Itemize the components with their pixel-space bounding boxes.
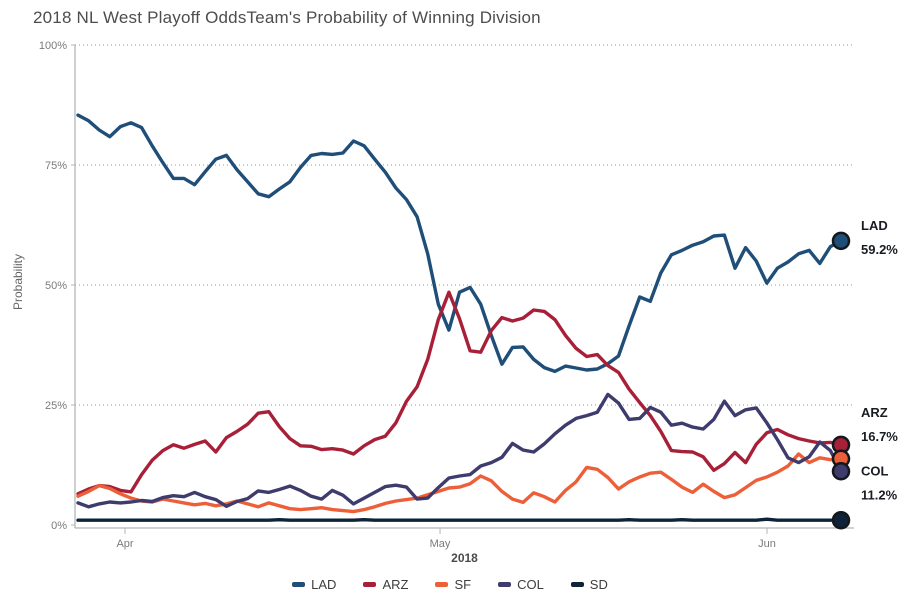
end-label-value-ARZ: 16.7% xyxy=(861,429,898,444)
legend-swatch-SD xyxy=(570,582,584,587)
y-tick-label: 75% xyxy=(45,160,67,172)
series-line-SD xyxy=(76,517,843,522)
legend-label-COL: COL xyxy=(517,577,544,592)
legend-item-COL[interactable]: COL xyxy=(498,577,544,592)
y-tick-label: 50% xyxy=(45,280,67,292)
series-line-COL xyxy=(76,392,843,509)
x-tick-label: May xyxy=(430,538,451,550)
series-line-SF xyxy=(76,452,843,514)
end-label-name-ARZ: ARZ xyxy=(861,405,888,420)
legend-swatch-COL xyxy=(498,582,512,587)
y-tick-label: 25% xyxy=(45,400,67,412)
end-label-name-COL: COL xyxy=(861,464,889,479)
end-marker-SD xyxy=(831,510,851,530)
x-axis-year-label: 2018 xyxy=(451,551,478,565)
legend-label-LAD: LAD xyxy=(311,577,337,592)
legend-item-ARZ[interactable]: ARZ xyxy=(363,577,408,592)
x-tick-label: Jun xyxy=(758,538,776,550)
series-line-ARZ xyxy=(76,290,843,496)
chart-title: 2018 NL West Playoff OddsTeam's Probabil… xyxy=(33,8,541,28)
series-line-LAD xyxy=(76,113,843,374)
end-label-name-LAD: LAD xyxy=(861,218,888,233)
legend-item-SD[interactable]: SD xyxy=(570,577,608,592)
legend-item-LAD[interactable]: LAD xyxy=(292,577,336,592)
chart-subtitle: Team's Probability of Winning Division xyxy=(246,8,541,27)
x-tick-label: Apr xyxy=(116,538,133,550)
legend-item-SF[interactable]: SF xyxy=(435,577,471,592)
y-tick-label: 100% xyxy=(39,40,67,52)
legend-swatch-SF xyxy=(435,582,449,587)
legend-swatch-ARZ xyxy=(363,582,377,587)
legend: LAD ARZ SF COL SD xyxy=(0,577,900,592)
legend-label-SD: SD xyxy=(589,577,608,592)
end-label-value-LAD: 59.2% xyxy=(861,242,898,257)
legend-swatch-LAD xyxy=(292,582,306,587)
end-label-value-COL: 11.2% xyxy=(861,488,898,503)
legend-label-SF: SF xyxy=(454,577,472,592)
legend-label-ARZ: ARZ xyxy=(382,577,409,592)
chart-title-main: 2018 NL West Playoff Odds xyxy=(33,8,247,27)
y-tick-label: 0% xyxy=(51,520,67,532)
end-marker-LAD xyxy=(831,231,851,251)
end-marker-COL xyxy=(831,461,851,481)
